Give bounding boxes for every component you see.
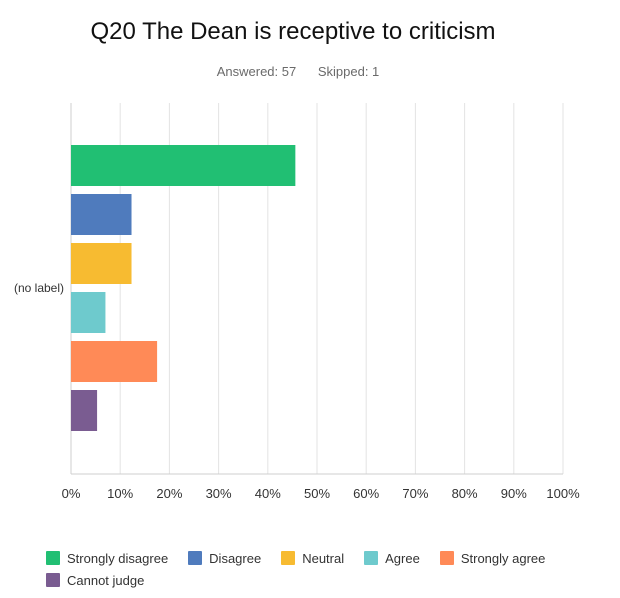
legend-swatch [188, 551, 203, 565]
legend-item: Strongly agree [439, 549, 546, 567]
legend-item: Disagree [188, 549, 261, 567]
x-tick-label: 70% [402, 486, 428, 501]
bar-neutral [71, 243, 132, 284]
chart-title: Q20 The Dean is receptive to criticism [90, 18, 496, 45]
legend-swatch [281, 551, 296, 565]
legend-item: Strongly disagree [46, 549, 168, 567]
bar-strongly-disagree [71, 145, 296, 186]
legend-label: Disagree [209, 550, 262, 566]
legend-swatch [46, 573, 60, 587]
x-tick-label: 30% [206, 486, 232, 501]
legend-label: Strongly disagree [67, 550, 169, 566]
x-tick-label: 100% [546, 486, 580, 501]
legend-item: Cannot judge [46, 571, 144, 589]
chart-legend: Strongly disagree Disagree Neutral Agree Str… [46, 549, 606, 589]
x-tick-label: 10% [107, 486, 133, 501]
bar-disagree [71, 194, 132, 235]
x-tick-label: 40% [255, 486, 281, 501]
x-tick-label: 0% [62, 486, 81, 501]
skipped-count: Skipped: 1 [317, 64, 380, 79]
legend-label: Strongly agree [460, 550, 546, 566]
bar-strongly-agree [71, 341, 158, 382]
x-tick-label: 90% [501, 486, 527, 501]
bar-cannot-judge [71, 390, 98, 431]
response-summary: Answered: 57 Skipped: 1 [0, 64, 596, 79]
legend-swatch [364, 551, 379, 565]
bar-chart: 0% 10% 20% 30% 40% 50% 60% 70% 80% 90% 100% (no lab… [14, 103, 580, 501]
legend-item: Neutral [281, 549, 344, 567]
x-tick-label: 80% [452, 486, 478, 501]
legend-swatch [439, 551, 454, 565]
legend-swatch [46, 551, 60, 565]
x-tick-label: 60% [353, 486, 379, 501]
legend-label: Cannot judge [67, 572, 145, 588]
bar-agree [71, 292, 106, 333]
legend-item: Agree [364, 549, 420, 567]
answered-count: Answered: 57 [216, 64, 297, 79]
x-tick-label: 20% [156, 486, 182, 501]
legend-label: Neutral [302, 550, 345, 566]
legend-label: Agree [385, 550, 420, 566]
x-tick-label: 50% [304, 486, 330, 501]
category-label: (no label) [14, 281, 64, 295]
